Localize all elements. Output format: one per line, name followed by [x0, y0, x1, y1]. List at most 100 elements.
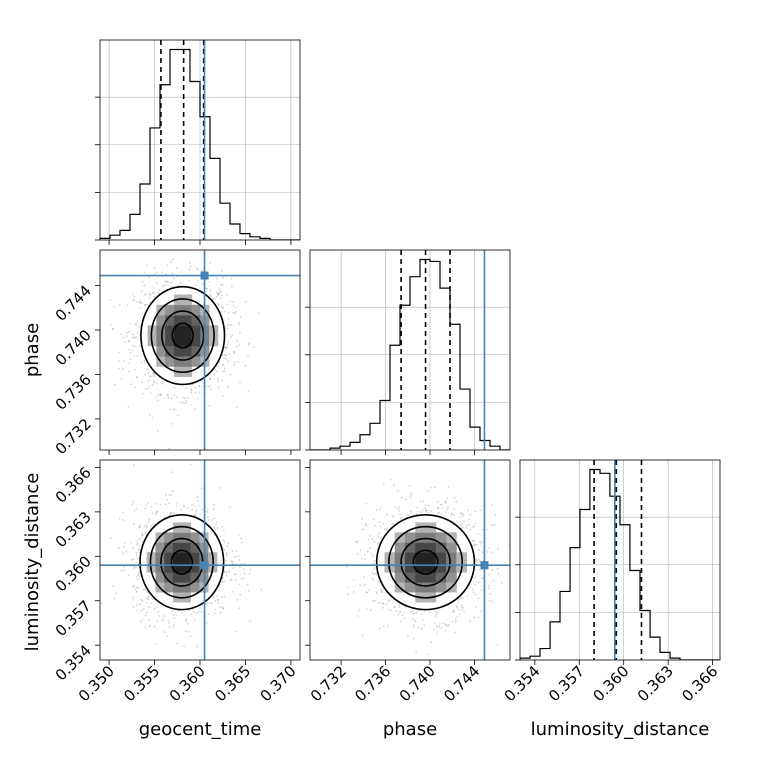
sample-point: [167, 396, 170, 399]
sample-point: [234, 312, 236, 315]
sample-point: [471, 588, 474, 591]
sample-point: [462, 513, 465, 516]
sample-point: [396, 489, 399, 492]
sample-point: [135, 336, 137, 339]
sample-point: [226, 552, 228, 555]
contour-0-3: [140, 285, 226, 386]
sample-point: [190, 404, 193, 406]
sample-point: [221, 577, 224, 580]
sample-point: [165, 280, 168, 283]
sample-point: [147, 501, 149, 504]
sample-point: [101, 602, 103, 605]
sample-point: [488, 573, 491, 576]
sample-point: [472, 591, 475, 594]
sample-point: [133, 510, 136, 512]
sample-point: [244, 300, 247, 303]
sample-point: [398, 603, 401, 606]
density-cell: [165, 345, 175, 357]
sample-point: [216, 526, 219, 529]
truth-marker-1: [200, 561, 209, 570]
sample-point: [141, 302, 144, 305]
sample-point: [441, 503, 443, 506]
sample-point: [380, 537, 383, 540]
sample-point: [137, 557, 140, 560]
sample-point: [398, 606, 401, 608]
sample-point: [221, 354, 224, 357]
sample-point: [132, 523, 135, 526]
sample-point: [133, 299, 136, 302]
sample-point: [156, 399, 159, 402]
sample-point: [218, 288, 221, 291]
sample-point: [247, 343, 250, 346]
sample-point: [367, 589, 370, 592]
sample-point: [235, 406, 238, 409]
sample-point: [437, 512, 440, 515]
sample-point: [472, 576, 475, 579]
sample-point: [446, 496, 449, 499]
density-cell: [182, 345, 192, 357]
sample-point: [152, 287, 155, 289]
sample-point: [208, 612, 211, 615]
sample-point: [391, 523, 394, 525]
sample-point: [209, 377, 211, 380]
sample-point: [218, 606, 221, 609]
sample-point: [215, 521, 218, 524]
sample-point: [412, 637, 415, 640]
y-tick-label-luminosity_distance-3: 0.363: [52, 508, 95, 551]
sample-point: [247, 390, 250, 393]
y-tick-label-phase-0: 0.732: [52, 415, 95, 458]
sample-point: [155, 395, 157, 398]
sample-point: [183, 402, 186, 405]
sample-point: [399, 518, 402, 521]
sample-point: [225, 346, 227, 349]
sample-point: [479, 542, 482, 545]
sample-point: [411, 609, 414, 612]
sample-point: [172, 614, 175, 616]
sample-point: [238, 566, 241, 569]
sample-point: [122, 511, 124, 514]
density-cell: [446, 562, 457, 573]
sample-point: [173, 617, 175, 619]
sample-point: [135, 551, 138, 554]
density-cell: [435, 532, 447, 543]
density-cell: [191, 356, 201, 367]
sample-point: [433, 628, 435, 631]
contour-2-0: [412, 549, 439, 575]
sample-point: [186, 622, 189, 625]
sample-point: [473, 544, 475, 547]
sample-point: [438, 511, 441, 514]
sample-point: [210, 388, 212, 391]
sample-point: [422, 508, 424, 511]
sample-point: [410, 491, 413, 494]
density-cell: [190, 532, 200, 543]
sample-point: [444, 500, 446, 503]
sample-point: [158, 289, 161, 291]
sample-point: [150, 602, 152, 605]
sample-point: [134, 588, 137, 591]
sample-point: [419, 500, 421, 503]
sample-point: [221, 379, 224, 382]
sample-point: [458, 515, 461, 518]
sample-point: [143, 525, 146, 528]
sample-point: [491, 551, 494, 554]
sample-point: [163, 284, 165, 287]
sample-point: [424, 509, 427, 512]
sample-point: [240, 541, 243, 544]
sample-point: [138, 538, 141, 541]
sample-point: [416, 510, 419, 513]
sample-point: [157, 610, 160, 613]
sample-point: [165, 284, 168, 287]
sample-point: [195, 509, 198, 511]
sample-point: [466, 524, 468, 527]
sample-point: [221, 580, 224, 583]
sample-point: [184, 620, 187, 623]
sample-point: [123, 360, 126, 363]
sample-point: [488, 547, 490, 550]
sample-point: [393, 606, 396, 609]
sample-point: [138, 525, 141, 528]
x-tick-label-geocent_time-0: 0.350: [75, 662, 118, 705]
sample-point: [357, 609, 360, 612]
sample-point: [166, 280, 169, 283]
sample-point: [379, 525, 382, 528]
sample-point: [196, 397, 199, 400]
